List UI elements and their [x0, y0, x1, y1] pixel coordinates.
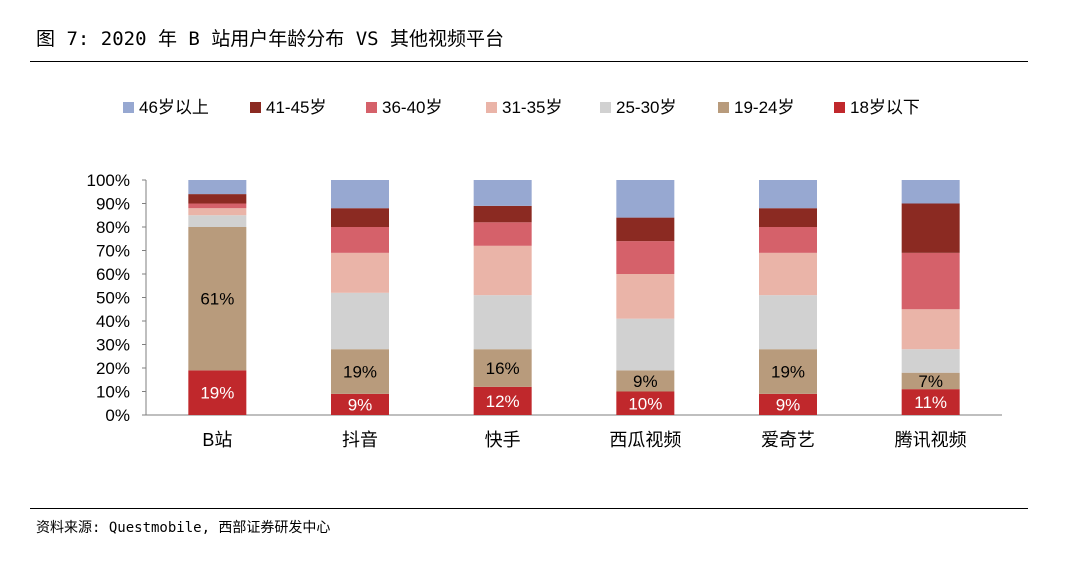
bar-segment: [616, 274, 675, 319]
bar-segment: [616, 391, 675, 415]
y-tick-label: 40%: [96, 312, 130, 331]
y-tick-label: 10%: [96, 383, 130, 402]
data-label: 7%: [918, 372, 943, 391]
source-note: 资料来源: Questmobile, 西部证券研发中心: [36, 520, 331, 536]
legend-label: 36-40岁: [382, 98, 442, 117]
legend-label: 25-30岁: [616, 98, 676, 117]
legend-label: 41-45岁: [266, 98, 326, 117]
title-rule: [30, 61, 1028, 62]
legend-swatch: [123, 102, 134, 113]
bar-segment: [188, 370, 247, 415]
bar-segment: [901, 203, 960, 253]
x-tick-label: 快手: [485, 430, 521, 450]
y-tick-label: 80%: [96, 218, 130, 237]
y-tick-label: 20%: [96, 359, 130, 378]
bar-segment: [331, 180, 389, 209]
data-label: 9%: [633, 372, 658, 391]
y-tick-label: 90%: [96, 195, 130, 214]
chart-legend: 46岁以上 41-45岁 36-40岁 31-35岁 25-30岁 19-24岁 18岁以下: [123, 98, 920, 117]
bar-segment: [331, 349, 389, 394]
x-tick-label: 西瓜视频: [609, 430, 681, 450]
legend-label: 31-35岁: [502, 98, 562, 117]
bar-segment: [616, 217, 675, 242]
bar-segment: [616, 370, 675, 392]
bar-segment: [759, 349, 817, 394]
data-label: 9%: [776, 395, 801, 414]
data-label: 11%: [914, 393, 947, 412]
data-labels: 19% 61% 9% 19% 12% 16% 10% 9% 9% 19% 11% 7%: [200, 290, 947, 415]
y-tick-label: 60%: [96, 265, 130, 284]
x-tick-label: 腾讯视频: [895, 430, 967, 450]
legend-swatch: [600, 102, 611, 113]
bar-segment: [473, 386, 532, 415]
data-label: 9%: [348, 395, 373, 414]
data-label: 10%: [628, 394, 662, 413]
y-tick-label: 50%: [96, 289, 130, 308]
bar-segment: [331, 393, 389, 415]
bar-segment: [901, 372, 960, 390]
x-axis: B站 抖音 快手 西瓜视频 爱奇艺 腾讯视频: [146, 414, 1002, 450]
y-axis: 0% 10% 20% 30% 40% 50% 60% 70% 80% 90% 100%: [87, 171, 147, 425]
bar-segment: [901, 252, 960, 310]
bar-segment: [331, 208, 389, 227]
bar-segment: [901, 309, 960, 350]
bar-segment: [188, 208, 247, 216]
data-label: 19%: [771, 363, 805, 382]
x-tick-label: 爱奇艺: [761, 430, 815, 450]
bar-segment: [616, 318, 675, 371]
bar-segment: [759, 393, 817, 415]
legend-swatch: [834, 102, 845, 113]
bar-segment: [616, 180, 675, 218]
bar-segment: [331, 292, 389, 350]
bar-segment: [331, 227, 389, 253]
legend-label: 46岁以上: [139, 98, 209, 117]
legend-swatch: [366, 102, 377, 113]
bar-segment: [901, 180, 960, 204]
data-label: 19%: [343, 363, 377, 382]
bar-segment: [759, 180, 817, 209]
bar-segment: [473, 245, 532, 296]
bar-segment: [188, 227, 247, 371]
bar-segment: [901, 389, 960, 415]
y-tick-label: 100%: [87, 171, 130, 190]
bar-segment: [759, 252, 817, 296]
data-label: 16%: [486, 359, 520, 378]
bar-segment: [473, 180, 532, 206]
bar-segment: [331, 252, 389, 293]
x-tick-label: 抖音: [342, 430, 378, 450]
bar-segment: [473, 295, 532, 350]
data-label: 61%: [200, 290, 234, 309]
bar-segment: [759, 295, 817, 350]
x-tick-label: B站: [202, 430, 232, 450]
bar-segment: [473, 205, 532, 223]
bar-segment: [759, 208, 817, 227]
bar-segment: [188, 203, 247, 209]
legend-label: 18岁以下: [850, 98, 920, 117]
bar-segment: [616, 241, 675, 274]
legend-label: 19-24岁: [734, 98, 794, 117]
legend-swatch: [250, 102, 261, 113]
bar-segment: [473, 222, 532, 246]
bar-stacks: [188, 180, 960, 415]
figure-title: 图 7: 2020 年 B 站用户年龄分布 VS 其他视频平台: [36, 28, 505, 50]
bar-segment: [188, 215, 247, 227]
data-label: 12%: [486, 392, 520, 411]
bar-segment: [188, 180, 247, 195]
bar-segment: [901, 349, 960, 373]
legend-swatch: [486, 102, 497, 113]
y-tick-label: 70%: [96, 242, 130, 261]
data-label: 19%: [200, 384, 234, 403]
legend-swatch: [718, 102, 729, 113]
y-tick-label: 30%: [96, 336, 130, 355]
bar-segment: [759, 227, 817, 253]
bar-segment: [188, 194, 247, 204]
y-tick-label: 0%: [105, 406, 130, 425]
bar-segment: [473, 349, 532, 387]
source-rule: [30, 508, 1028, 509]
